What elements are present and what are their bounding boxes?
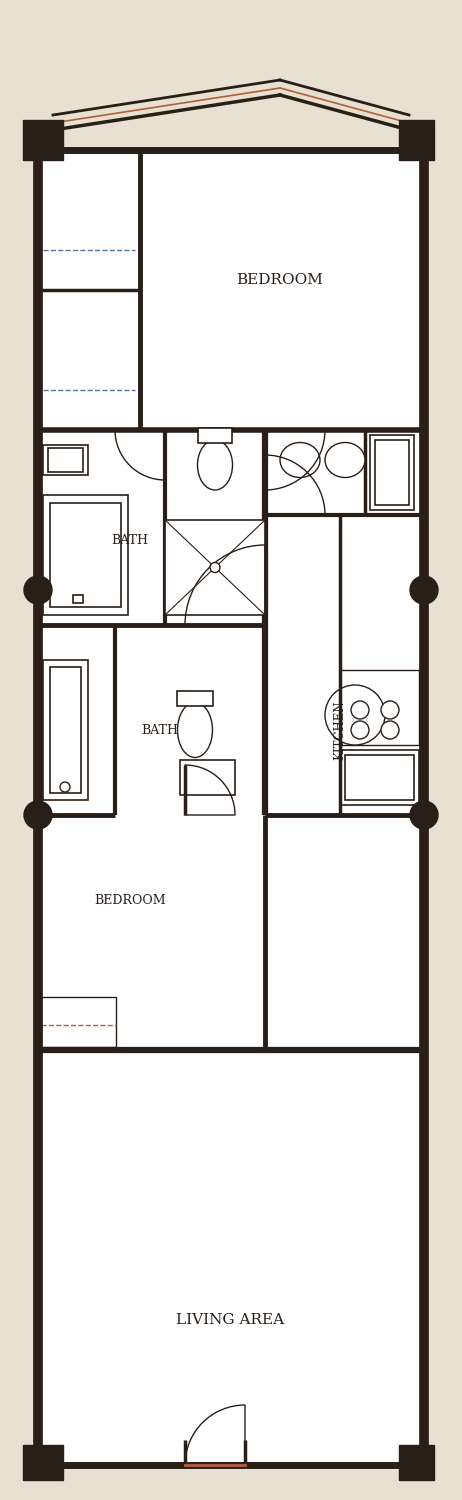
Text: BATH: BATH bbox=[141, 723, 178, 736]
Polygon shape bbox=[38, 150, 424, 1466]
Bar bbox=[43, 495, 128, 615]
Ellipse shape bbox=[280, 442, 320, 477]
Circle shape bbox=[381, 722, 399, 740]
Text: BATH: BATH bbox=[111, 534, 148, 546]
Ellipse shape bbox=[197, 440, 232, 491]
Bar bbox=[375, 440, 409, 506]
Bar bbox=[198, 427, 232, 442]
Ellipse shape bbox=[325, 442, 365, 477]
Bar bbox=[23, 1444, 63, 1480]
Circle shape bbox=[351, 722, 369, 740]
Bar bbox=[48, 448, 83, 472]
Bar bbox=[23, 120, 63, 160]
Circle shape bbox=[210, 562, 220, 573]
Bar bbox=[340, 750, 419, 806]
Circle shape bbox=[351, 700, 369, 718]
Bar bbox=[50, 668, 81, 794]
Bar bbox=[177, 692, 213, 706]
Text: LIVING AREA: LIVING AREA bbox=[176, 1312, 284, 1328]
Bar bbox=[73, 596, 83, 603]
Bar bbox=[41, 998, 116, 1047]
Bar bbox=[50, 503, 121, 608]
Bar bbox=[399, 120, 434, 160]
Text: KITCHEN: KITCHEN bbox=[334, 700, 346, 760]
Text: BEDROOM: BEDROOM bbox=[94, 894, 166, 906]
Ellipse shape bbox=[177, 702, 213, 758]
Bar bbox=[43, 660, 88, 800]
Text: BEDROOM: BEDROOM bbox=[237, 273, 323, 286]
Circle shape bbox=[24, 576, 52, 604]
Bar bbox=[345, 754, 414, 800]
Bar bbox=[370, 435, 414, 510]
Bar bbox=[180, 760, 235, 795]
Bar bbox=[165, 520, 265, 615]
Circle shape bbox=[24, 801, 52, 830]
Circle shape bbox=[60, 782, 70, 792]
Bar bbox=[399, 1444, 434, 1480]
Circle shape bbox=[381, 700, 399, 718]
Circle shape bbox=[325, 686, 385, 746]
Circle shape bbox=[410, 576, 438, 604]
Circle shape bbox=[410, 801, 438, 830]
Bar bbox=[43, 446, 88, 476]
Bar bbox=[340, 670, 419, 746]
